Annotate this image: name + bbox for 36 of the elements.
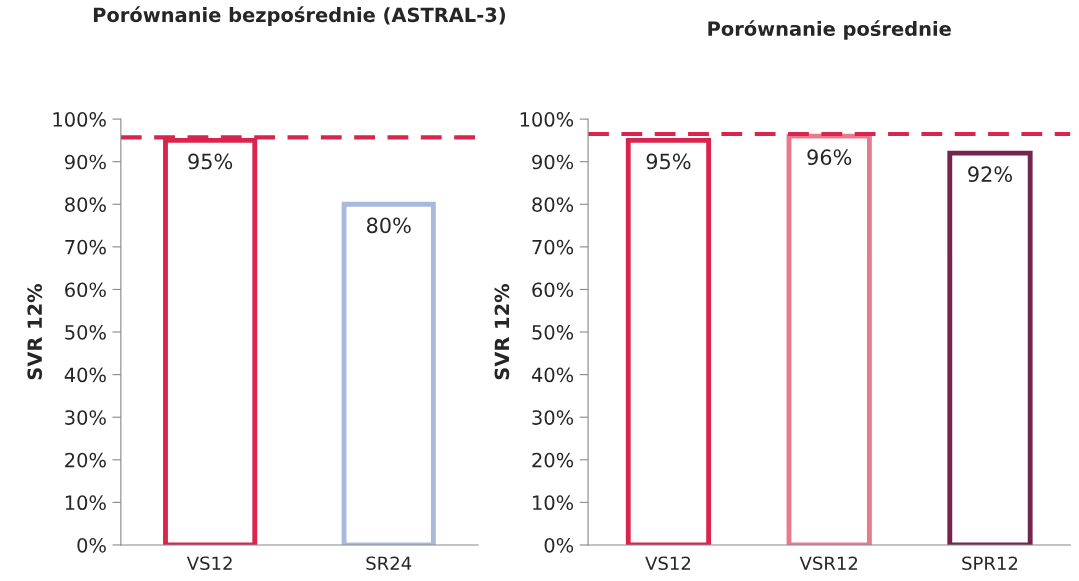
y-tick-label: 30% <box>65 410 106 425</box>
data-label: 95% <box>646 153 691 170</box>
y-tick-label: 100% <box>53 112 106 127</box>
x-tick-label: VSR12 <box>799 556 858 571</box>
chart-title: Porównanie bezpośrednie (ASTRAL-3) <box>93 6 505 26</box>
y-tick-label: 0% <box>544 537 574 553</box>
y-tick-label: 50% <box>65 325 106 340</box>
y-tick-label: 100% <box>520 112 574 127</box>
y-tick-label: 20% <box>532 452 574 468</box>
y-tick-label: 40% <box>64 367 106 383</box>
x-tick-label: VS12 <box>645 556 691 571</box>
y-tick-label: 10% <box>65 495 106 511</box>
x-tick-label: VS12 <box>186 556 232 571</box>
y-tick-label: 0% <box>77 537 106 553</box>
y-tick-label: 80% <box>65 197 106 212</box>
data-label: 96% <box>807 149 852 166</box>
y-tick-label: 90% <box>532 154 574 170</box>
y-axis-title: SVR 12% <box>494 283 510 380</box>
y-tick-label: 50% <box>532 325 574 340</box>
y-tick-label: 70% <box>65 239 106 255</box>
y-tick-label: 70% <box>532 239 574 255</box>
data-label: 92% <box>968 166 1012 183</box>
y-tick-label: 20% <box>65 452 106 468</box>
y-tick-label: 90% <box>64 154 106 170</box>
x-tick-label: SPR12 <box>962 556 1018 571</box>
y-tick-label: 30% <box>532 410 574 425</box>
y-tick-label: 10% <box>533 495 574 511</box>
data-label: 80% <box>366 217 411 234</box>
y-tick-label: 40% <box>531 367 574 383</box>
y-axis-title: SVR 12% <box>27 283 43 380</box>
y-tick-label: 60% <box>532 282 574 298</box>
data-label: 95% <box>188 153 233 170</box>
chart-title: Porównanie pośrednie <box>708 20 951 40</box>
y-tick-label: 80% <box>532 197 574 212</box>
x-tick-label: SR24 <box>366 556 412 571</box>
y-tick-label: 60% <box>65 282 106 298</box>
